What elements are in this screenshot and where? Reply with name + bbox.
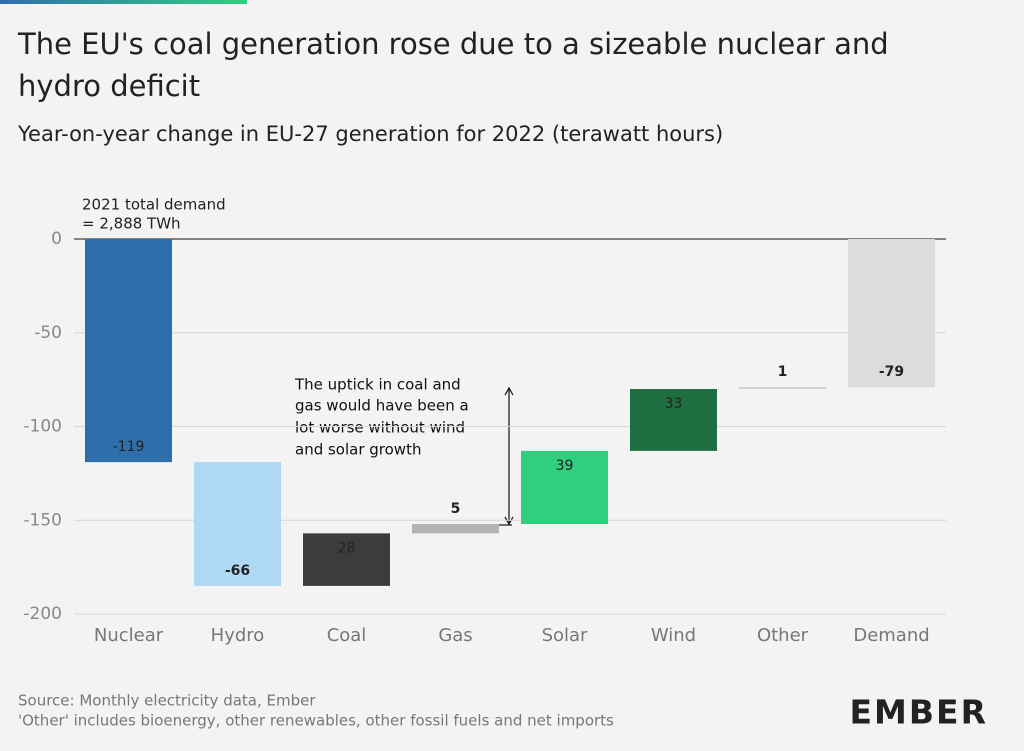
annotation: gas would have been a <box>295 397 469 415</box>
value-label: 28 <box>338 540 356 556</box>
value-label: -79 <box>879 364 904 380</box>
bar <box>85 239 172 463</box>
x-tick-label: Wind <box>651 625 696 646</box>
y-tick-label: -50 <box>34 323 62 343</box>
x-tick-label: Other <box>757 625 809 646</box>
value-label: -119 <box>113 439 145 455</box>
x-tick-label: Solar <box>542 625 588 646</box>
source: 'Other' includes bioenergy, other renewa… <box>18 712 614 730</box>
bar <box>303 533 390 586</box>
y-tick-label: -100 <box>23 417 62 437</box>
bar <box>848 239 935 388</box>
top-accent <box>0 0 247 4</box>
x-tick-label: Nuclear <box>94 625 164 646</box>
x-tick-label: Demand <box>853 625 929 646</box>
value-label: 1 <box>778 364 788 380</box>
bar <box>630 389 717 451</box>
subtitle: Year-on-year change in EU-27 generation … <box>17 122 723 146</box>
y-tick-label: 0 <box>51 229 62 249</box>
bar <box>194 462 281 586</box>
value-label: -66 <box>225 563 250 579</box>
x-tick-label: Coal <box>327 625 367 646</box>
annotation: lot worse without wind <box>295 419 465 437</box>
annotation: and solar growth <box>295 441 421 459</box>
baseline-note: 2021 total demand <box>82 196 226 214</box>
title-line: The EU's coal generation rose due to a s… <box>17 27 889 61</box>
bar <box>412 524 499 534</box>
title-line: hydro deficit <box>18 69 200 103</box>
y-tick-label: -150 <box>23 510 62 530</box>
y-tick-label: -200 <box>23 604 62 624</box>
annotation-arrow <box>498 386 514 526</box>
logo: EMBER <box>850 693 989 732</box>
bar <box>739 387 826 389</box>
x-tick-label: Hydro <box>211 625 265 646</box>
value-label: 33 <box>665 396 683 412</box>
value-label: 39 <box>556 458 574 474</box>
baseline-note: = 2,888 TWh <box>82 215 181 233</box>
x-tick-label: Gas <box>438 625 472 646</box>
annotation: The uptick in coal and <box>294 376 461 394</box>
source: Source: Monthly electricity data, Ember <box>18 692 316 710</box>
bar <box>521 450 608 524</box>
value-label: 5 <box>451 501 461 517</box>
